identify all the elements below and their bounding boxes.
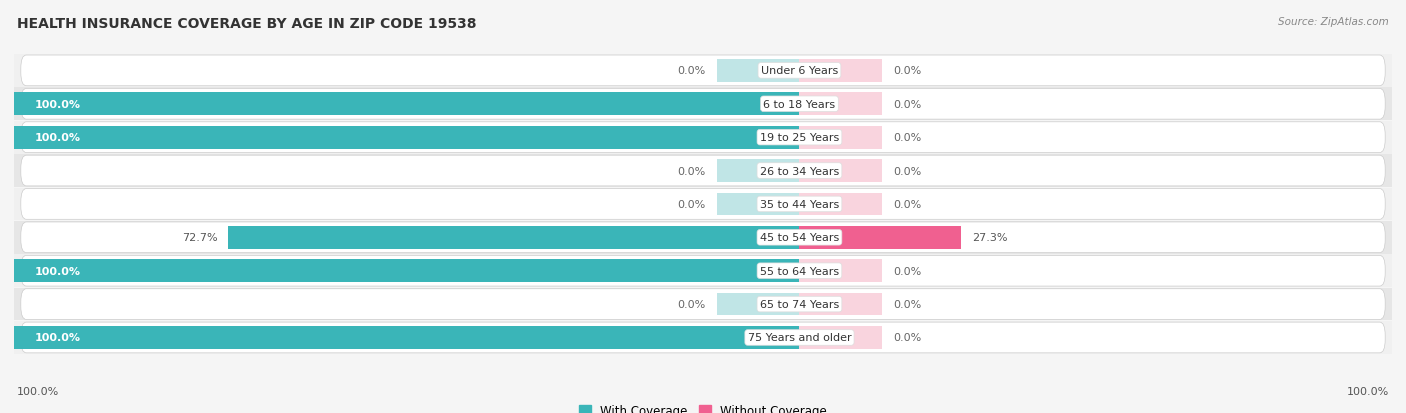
Bar [800, 326, 882, 349]
Text: 45 to 54 Years: 45 to 54 Years [759, 233, 839, 243]
FancyBboxPatch shape [21, 56, 1385, 87]
Bar [800, 93, 882, 116]
Text: 100.0%: 100.0% [17, 387, 59, 396]
Text: 0.0%: 0.0% [893, 66, 921, 76]
Bar [14, 155, 1392, 188]
Text: 6 to 18 Years: 6 to 18 Years [763, 100, 835, 109]
Text: 19 to 25 Years: 19 to 25 Years [759, 133, 839, 143]
Bar [800, 193, 882, 216]
Text: 100.0%: 100.0% [35, 333, 80, 343]
Text: 0.0%: 0.0% [893, 333, 921, 343]
Text: 0.0%: 0.0% [678, 66, 706, 76]
Bar [717, 160, 800, 183]
Text: 27.3%: 27.3% [972, 233, 1008, 243]
Text: 72.7%: 72.7% [181, 233, 218, 243]
Bar [717, 60, 800, 83]
Text: 100.0%: 100.0% [35, 100, 80, 109]
Bar [14, 88, 1392, 121]
Bar [800, 160, 882, 183]
FancyBboxPatch shape [21, 156, 1385, 186]
Legend: With Coverage, Without Coverage: With Coverage, Without Coverage [574, 399, 832, 413]
FancyBboxPatch shape [21, 256, 1385, 286]
FancyBboxPatch shape [21, 189, 1385, 220]
Bar [14, 93, 800, 116]
Text: 0.0%: 0.0% [893, 133, 921, 143]
Text: 0.0%: 0.0% [893, 299, 921, 309]
Text: 0.0%: 0.0% [893, 199, 921, 209]
Bar [14, 288, 1392, 320]
Bar [14, 326, 800, 349]
FancyBboxPatch shape [21, 289, 1385, 320]
Text: 100.0%: 100.0% [35, 266, 80, 276]
Bar [14, 221, 1392, 254]
Text: 26 to 34 Years: 26 to 34 Years [759, 166, 839, 176]
Text: 65 to 74 Years: 65 to 74 Years [759, 299, 839, 309]
Text: 35 to 44 Years: 35 to 44 Years [759, 199, 839, 209]
Text: Source: ZipAtlas.com: Source: ZipAtlas.com [1278, 17, 1389, 26]
Bar [14, 121, 1392, 154]
FancyBboxPatch shape [21, 322, 1385, 353]
Text: HEALTH INSURANCE COVERAGE BY AGE IN ZIP CODE 19538: HEALTH INSURANCE COVERAGE BY AGE IN ZIP … [17, 17, 477, 31]
Text: 0.0%: 0.0% [893, 100, 921, 109]
FancyBboxPatch shape [21, 123, 1385, 153]
Text: 0.0%: 0.0% [893, 266, 921, 276]
Bar [14, 55, 1392, 88]
Text: 100.0%: 100.0% [1347, 387, 1389, 396]
Text: 0.0%: 0.0% [678, 199, 706, 209]
Bar [14, 255, 1392, 287]
Text: 55 to 64 Years: 55 to 64 Years [759, 266, 839, 276]
Text: 75 Years and older: 75 Years and older [748, 333, 851, 343]
Bar [717, 293, 800, 316]
FancyBboxPatch shape [21, 89, 1385, 120]
Text: 0.0%: 0.0% [893, 166, 921, 176]
FancyBboxPatch shape [21, 223, 1385, 253]
Bar [14, 260, 800, 282]
Bar [228, 226, 800, 249]
Text: Under 6 Years: Under 6 Years [761, 66, 838, 76]
Text: 0.0%: 0.0% [678, 299, 706, 309]
Bar [14, 188, 1392, 221]
Text: 0.0%: 0.0% [678, 166, 706, 176]
Bar [717, 193, 800, 216]
Bar [800, 60, 882, 83]
Text: 100.0%: 100.0% [35, 133, 80, 143]
Bar [800, 226, 962, 249]
Bar [14, 126, 800, 149]
Bar [800, 126, 882, 149]
Bar [800, 293, 882, 316]
Bar [14, 321, 1392, 354]
Bar [800, 260, 882, 282]
